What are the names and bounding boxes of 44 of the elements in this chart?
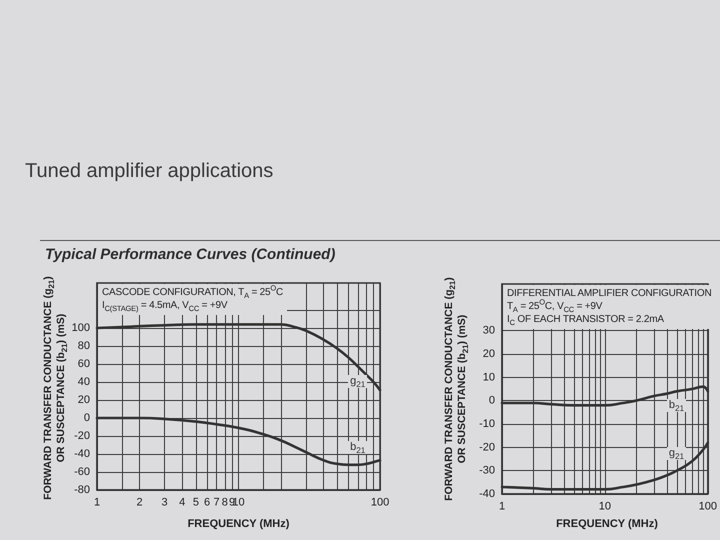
annotation: CASCODE CONFIGURATION, T$_{A}$ = 25$^{O}$C [102, 284, 284, 300]
y-tick-label: 20 [78, 394, 90, 406]
x-tick-label: 9 [228, 496, 236, 508]
y-tick-label: 30 [482, 324, 495, 337]
y-tick-label: 60 [78, 358, 90, 370]
x-tick-label: 7 [214, 496, 220, 508]
y-tick-label: -80 [74, 484, 90, 496]
x-tick-label: 2 [136, 496, 143, 508]
x-tick-label: 100 [370, 496, 390, 508]
chart-subtitle: Typical Performance Curves (Continued) [45, 246, 336, 263]
x-tick-label: 8 [222, 496, 228, 508]
x-tick-label: 1 [94, 496, 100, 508]
y-tick-label: -40 [479, 488, 495, 500]
annotation: I$_{C}$ OF EACH TRANSISTOR = 2.2mA [507, 314, 664, 327]
y-tick-label: 40 [78, 376, 90, 388]
y-tick-label: 0 [488, 394, 495, 407]
annotation: T$_{A}$ = 25$^{O}$C, V$_{CC}$ = +9V [507, 298, 602, 314]
x-tick-label: 4 [179, 496, 186, 508]
series-label: g$_{21}$ [666, 446, 686, 461]
series-label: b$_{21}$ [666, 399, 686, 414]
x-axis-title: FREQUENCY (MHz) [555, 518, 659, 530]
y-tick-label: 0 [84, 412, 90, 424]
y-tick-label: -10 [479, 418, 495, 430]
x-tick-label: 6 [204, 496, 210, 508]
series-label: g$_{21}$ [348, 374, 368, 389]
x-tick-label: 5 [192, 496, 199, 508]
y-tick-label: -20 [74, 430, 90, 442]
series-label: b$_{21}$ [348, 440, 368, 455]
x-axis-title: FREQUENCY (MHz) [186, 518, 290, 530]
y-tick-label: -60 [74, 466, 90, 478]
y-tick-label: 80 [78, 340, 90, 352]
x-tick-label: 10 [598, 500, 612, 512]
y-tick-label: 20 [482, 348, 495, 360]
x-tick-label: 1 [498, 500, 506, 512]
y-tick-label: -40 [74, 448, 90, 460]
y-tick-label: 10 [482, 371, 495, 384]
annotation: I$_{C(STAGE)}$ = 4.5mA, V$_{CC}$ = +9V [102, 300, 228, 313]
y-tick-label: -20 [479, 441, 495, 454]
y-tick-label: 100 [72, 322, 90, 334]
y-tick-label: -30 [479, 464, 495, 477]
x-tick-label: 3 [161, 496, 168, 508]
chart-title: Tuned amplifier applications [25, 160, 274, 183]
x-tick-label: 100 [698, 500, 718, 512]
annotation: DIFFERENTIAL AMPLIFIER CONFIGURATION [507, 288, 712, 299]
